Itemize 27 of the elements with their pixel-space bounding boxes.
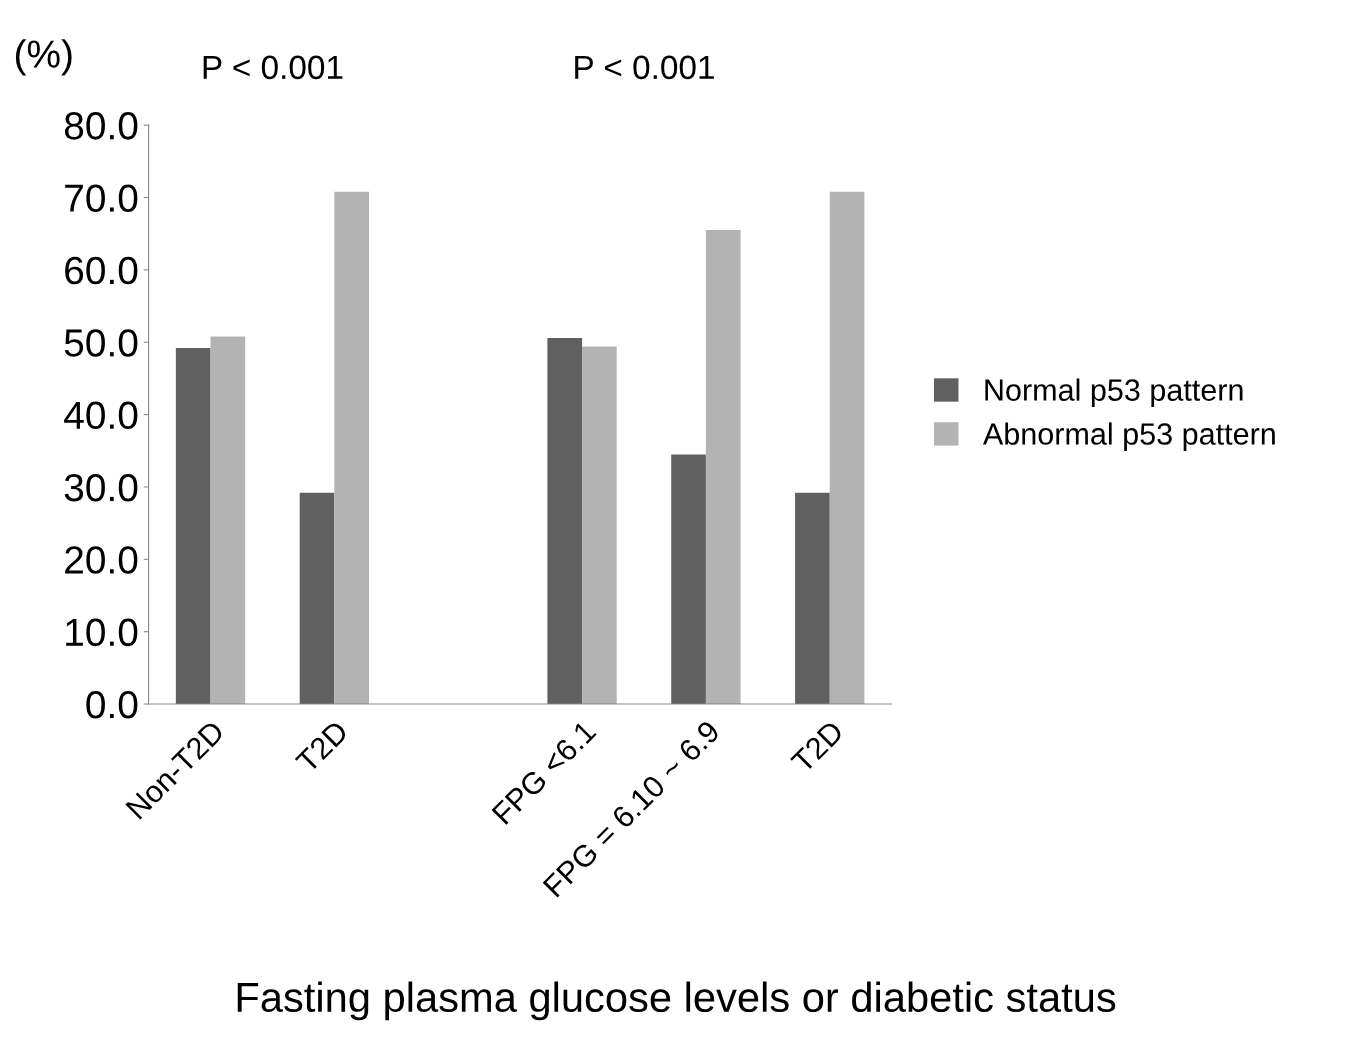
y-tick-label: 10.0 [66, 618, 138, 647]
bar [299, 492, 335, 705]
x-axis-title: Fasting plasma glucose levels or diabetic status [237, 981, 1116, 1021]
legend-label: Normal p53 pattern [985, 378, 1243, 407]
bar [175, 348, 211, 705]
y-tick-label: 70.0 [65, 184, 138, 212]
y-tick-label: 60.0 [65, 256, 138, 285]
y-tick-label: 30.0 [64, 473, 138, 502]
bar [829, 191, 865, 705]
text: P < 0.001 [203, 55, 343, 80]
bar [795, 492, 830, 705]
y-tick-label: 0.0 [86, 690, 138, 719]
text: P < 0.001 [575, 55, 714, 80]
y-tick-label: 20.0 [65, 546, 138, 574]
x-tick-label: T2D [789, 719, 845, 774]
y-tick-label: 40.0 [64, 401, 138, 430]
bar [334, 191, 370, 705]
y-tick-label: 50.0 [64, 329, 138, 357]
x-tick-label: T2D [294, 719, 349, 774]
bar [210, 336, 246, 705]
bar [547, 337, 583, 705]
y-axis-title: (%) [15, 39, 72, 76]
bar [705, 230, 741, 705]
legend-label: Abnormal p53 pattern [982, 422, 1275, 451]
bar [582, 346, 617, 705]
bar [671, 454, 706, 705]
y-tick-label: 80.0 [64, 112, 138, 140]
